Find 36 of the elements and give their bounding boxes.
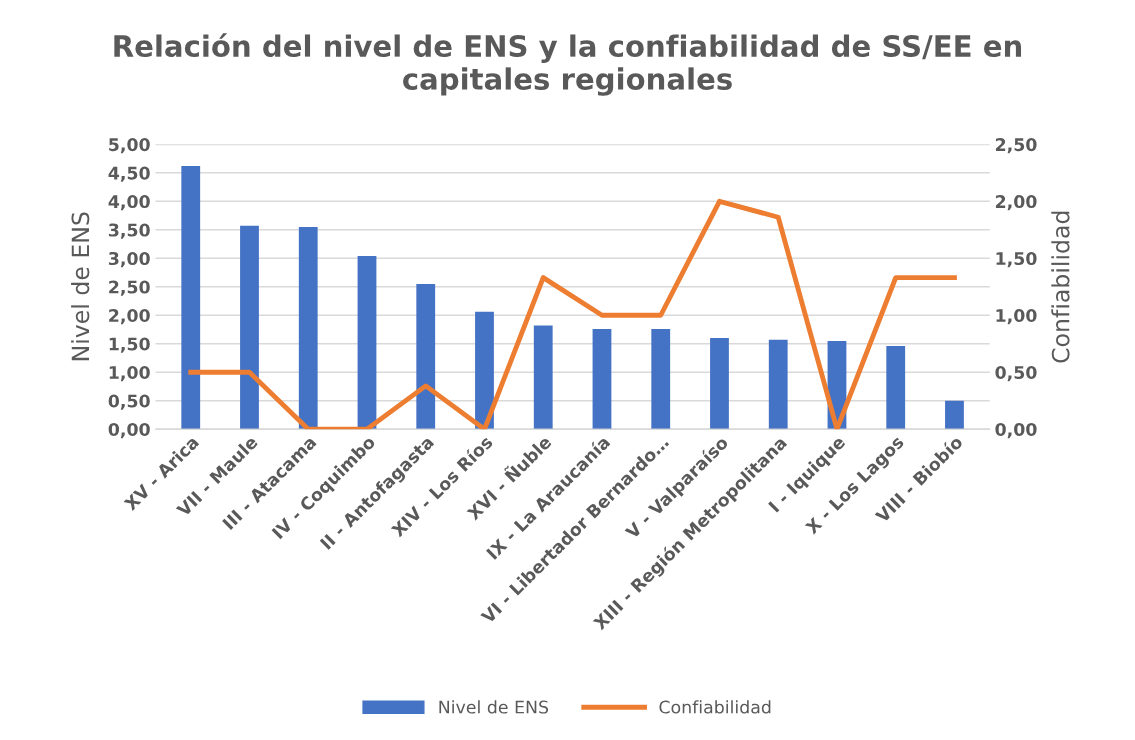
y-tick-label: 1,50 xyxy=(109,337,150,353)
y-tick-label: 2,50 xyxy=(109,280,150,296)
bar xyxy=(592,328,612,430)
y-tick-label: 4,50 xyxy=(108,166,150,182)
bar xyxy=(416,283,436,430)
y-tick-label: 5,00 xyxy=(109,138,150,154)
y2-tick-label: 2,00 xyxy=(995,194,1037,211)
y2-tick-label: 1,00 xyxy=(996,308,1037,325)
y2-axis-title: Confiabilidad xyxy=(1051,211,1070,363)
y-tick-label: 0,00 xyxy=(108,422,150,439)
legend-label: Nivel de ENS xyxy=(439,700,549,714)
bar xyxy=(710,338,729,430)
y2-tick-label: 0,00 xyxy=(995,422,1037,439)
y-axis-title: Nivel de ENS xyxy=(71,212,90,361)
bar xyxy=(651,328,671,430)
legend-label: Confiabilidad xyxy=(659,700,771,714)
y-tick-label: 2,00 xyxy=(109,308,150,325)
bar xyxy=(357,255,377,430)
y-tick-label: 4,00 xyxy=(108,194,150,211)
bar xyxy=(886,346,906,430)
y-tick-label: 3,50 xyxy=(108,223,150,239)
bar xyxy=(240,225,259,430)
y-tick-label: 0,50 xyxy=(108,394,150,410)
bar xyxy=(475,311,494,430)
bar xyxy=(181,165,201,430)
line-series xyxy=(188,198,957,430)
bar xyxy=(945,400,964,430)
chart-title: Relación del nivel de ENS y la confiabilidad de SS/EE en capitales regionales xyxy=(114,33,1022,96)
y-tick-label: 1,00 xyxy=(109,365,150,382)
bar xyxy=(533,325,553,430)
y-tick-label: 3,00 xyxy=(108,251,150,268)
bar xyxy=(768,339,788,430)
y2-tick-label: 0,50 xyxy=(995,365,1037,382)
y2-tick-label: 1,50 xyxy=(996,251,1037,268)
bar xyxy=(298,226,318,430)
y2-tick-label: 2,50 xyxy=(995,138,1037,154)
